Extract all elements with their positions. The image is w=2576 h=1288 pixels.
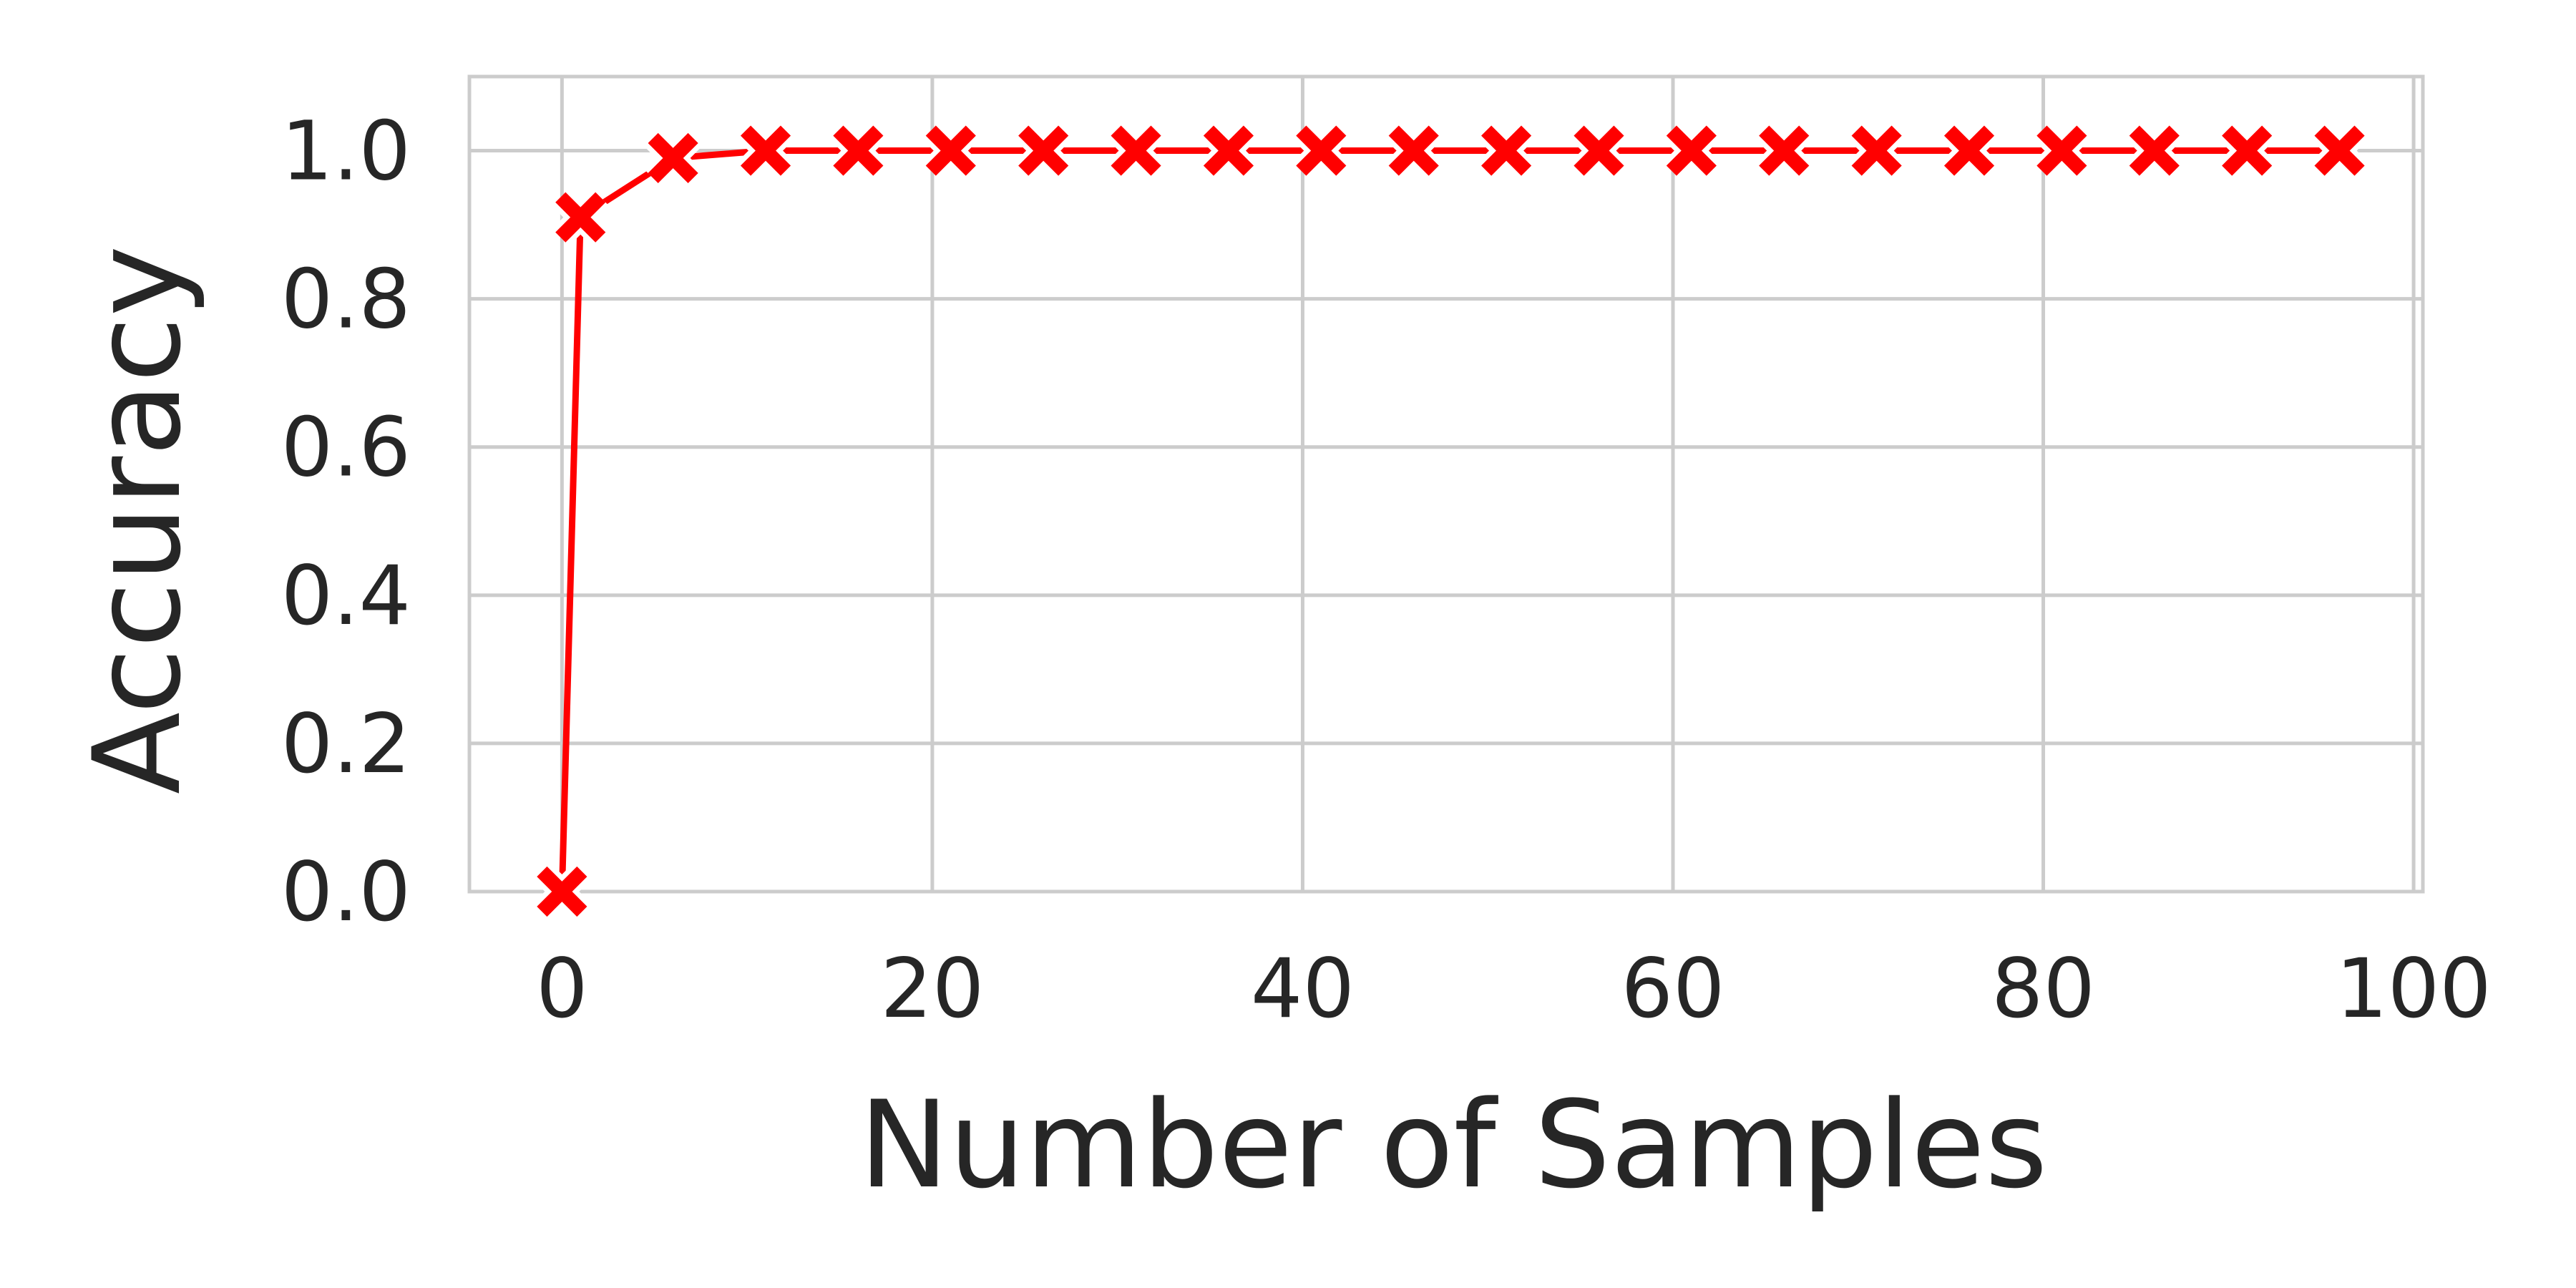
data-point-marker bbox=[1940, 122, 1999, 180]
data-point-marker bbox=[2033, 122, 2091, 180]
x-tick-label: 0 bbox=[536, 941, 588, 1036]
data-point-marker bbox=[737, 122, 795, 180]
data-point-marker bbox=[922, 122, 980, 180]
data-point-marker bbox=[1107, 122, 1165, 180]
x-tick-label: 60 bbox=[1621, 941, 1724, 1036]
data-point-marker bbox=[1570, 122, 1628, 180]
y-tick-label: 0.6 bbox=[281, 400, 411, 495]
data-point-marker bbox=[1662, 122, 1720, 180]
data-point-marker bbox=[552, 188, 610, 246]
data-point-marker bbox=[1015, 122, 1073, 180]
y-axis-label: Accuracy bbox=[67, 245, 208, 794]
series-layer bbox=[533, 122, 2368, 921]
y-tick-label: 1.0 bbox=[281, 104, 411, 199]
data-point-marker bbox=[1478, 122, 1536, 180]
y-tick-label: 0.0 bbox=[281, 844, 411, 940]
data-point-marker bbox=[1848, 122, 1906, 180]
data-point-marker bbox=[829, 122, 887, 180]
x-axis-label: Number of Samples bbox=[859, 1075, 2047, 1215]
data-point-marker bbox=[1292, 122, 1350, 180]
x-tick-label: 20 bbox=[880, 941, 984, 1036]
data-point-marker bbox=[1199, 122, 1257, 180]
data-point-marker bbox=[644, 129, 702, 187]
x-tick-label: 100 bbox=[2336, 941, 2492, 1036]
plot-frame bbox=[467, 74, 2425, 894]
tick-labels: 0 20 40 60 80 100 0.0 0.2 0.4 0.6 0.8 1.0 bbox=[281, 104, 2492, 1036]
data-point-marker bbox=[533, 862, 591, 921]
data-point-marker bbox=[2311, 122, 2368, 180]
y-tick-label: 0.2 bbox=[281, 696, 411, 791]
data-point-marker bbox=[2218, 122, 2276, 180]
data-point-marker bbox=[1385, 122, 1443, 180]
y-tick-label: 0.8 bbox=[281, 252, 411, 347]
y-tick-label: 0.4 bbox=[281, 548, 411, 643]
x-tick-label: 40 bbox=[1251, 941, 1355, 1036]
data-point-marker bbox=[2125, 122, 2183, 180]
x-tick-label: 80 bbox=[1991, 941, 2095, 1036]
data-point-marker bbox=[1755, 122, 1813, 180]
